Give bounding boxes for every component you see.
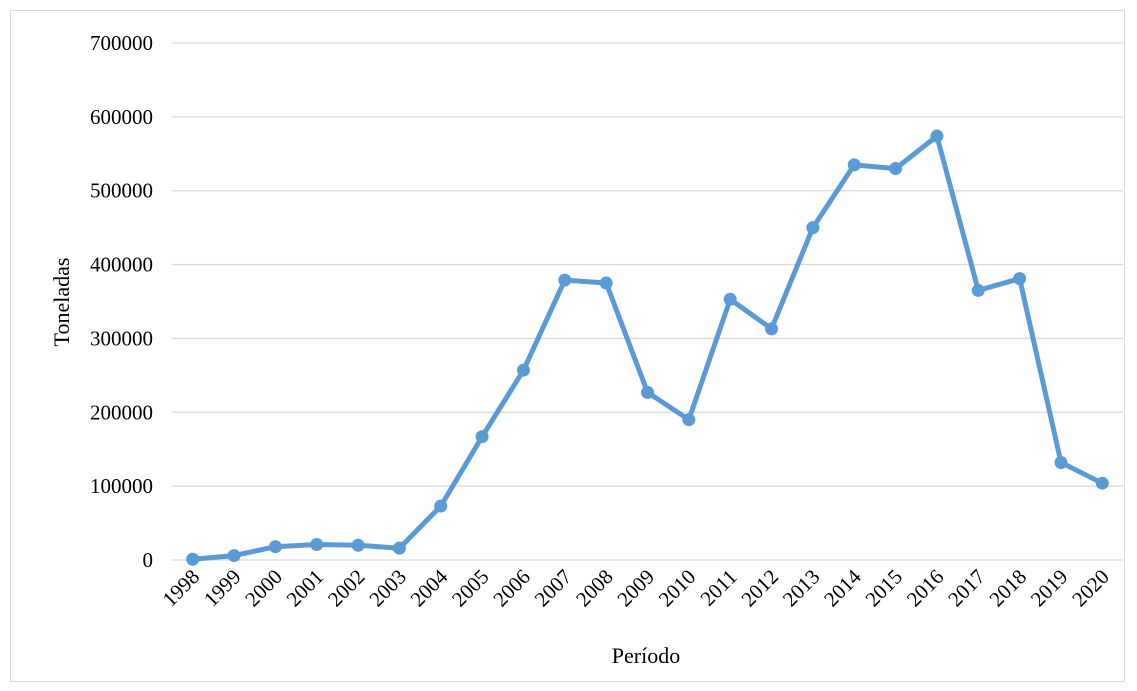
y-tick-label: 200000 bbox=[90, 400, 153, 424]
data-points bbox=[186, 129, 1109, 566]
data-point bbox=[392, 541, 406, 555]
chart-frame bbox=[10, 10, 1125, 682]
series-line bbox=[190, 133, 1105, 562]
y-tick-label: 400000 bbox=[90, 253, 153, 277]
data-point bbox=[227, 549, 241, 563]
x-tick-label: 2018 bbox=[984, 565, 1031, 612]
data-point bbox=[641, 385, 654, 399]
y-tick-label: 0 bbox=[143, 548, 154, 572]
data-point bbox=[682, 413, 696, 427]
data-point bbox=[723, 292, 737, 306]
y-tick-labels: 0 100000 200000 300000 400000 500000 600000 700… bbox=[90, 31, 153, 572]
x-axis-title: Período bbox=[612, 643, 680, 668]
x-tick-label: 2006 bbox=[488, 565, 535, 612]
data-point bbox=[806, 221, 820, 235]
data-point bbox=[765, 322, 779, 336]
x-tick-labels: 1998199920002001200220032004200520062007… bbox=[158, 564, 1114, 611]
data-point bbox=[434, 499, 448, 513]
data-point bbox=[889, 162, 903, 176]
x-tick-label: 2014 bbox=[819, 564, 866, 611]
y-tick-label: 500000 bbox=[90, 179, 153, 203]
y-tick-label: 600000 bbox=[90, 105, 153, 129]
x-tick-label: 2012 bbox=[736, 565, 783, 612]
x-tick-label: 2008 bbox=[571, 565, 618, 612]
x-tick-label: 2020 bbox=[1067, 565, 1114, 612]
x-tick-label: 2004 bbox=[406, 564, 453, 611]
data-point bbox=[475, 430, 489, 444]
x-tick-label: 2002 bbox=[323, 565, 370, 612]
x-tick-label: 2009 bbox=[612, 565, 659, 612]
x-tick-label: 2011 bbox=[696, 565, 742, 611]
x-tick-label: 2001 bbox=[282, 565, 329, 612]
x-tick-label: 2015 bbox=[860, 565, 907, 612]
x-tick-label: 2019 bbox=[1026, 565, 1073, 612]
x-tick-label: 2010 bbox=[654, 565, 701, 612]
y-tick-label: 300000 bbox=[90, 326, 153, 350]
y-tick-label: 100000 bbox=[90, 474, 153, 498]
data-point bbox=[971, 283, 985, 297]
x-tick-label: 2016 bbox=[902, 565, 949, 612]
x-tick-label: 1999 bbox=[199, 565, 246, 612]
x-tick-label: 2007 bbox=[530, 565, 577, 612]
data-point bbox=[930, 129, 944, 143]
data-point bbox=[186, 552, 200, 566]
x-tick-label: 2005 bbox=[447, 565, 494, 612]
y-axis-title: Toneladas bbox=[49, 258, 74, 347]
data-point bbox=[1054, 456, 1068, 470]
data-point bbox=[268, 540, 282, 554]
data-point bbox=[1095, 476, 1109, 490]
data-point bbox=[847, 158, 861, 172]
x-tick-label: 1998 bbox=[158, 565, 205, 612]
data-point bbox=[599, 276, 613, 290]
y-tick-label: 700000 bbox=[90, 31, 153, 55]
data-point bbox=[516, 363, 530, 377]
gridlines bbox=[172, 42, 1123, 561]
data-point bbox=[1013, 272, 1027, 286]
data-point bbox=[310, 537, 324, 551]
x-tick-label: 2013 bbox=[778, 565, 825, 612]
x-tick-label: 2000 bbox=[240, 565, 287, 612]
x-tick-label: 2003 bbox=[364, 565, 411, 612]
x-tick-label: 2017 bbox=[943, 565, 990, 612]
data-point bbox=[351, 538, 365, 552]
data-point bbox=[558, 273, 572, 287]
